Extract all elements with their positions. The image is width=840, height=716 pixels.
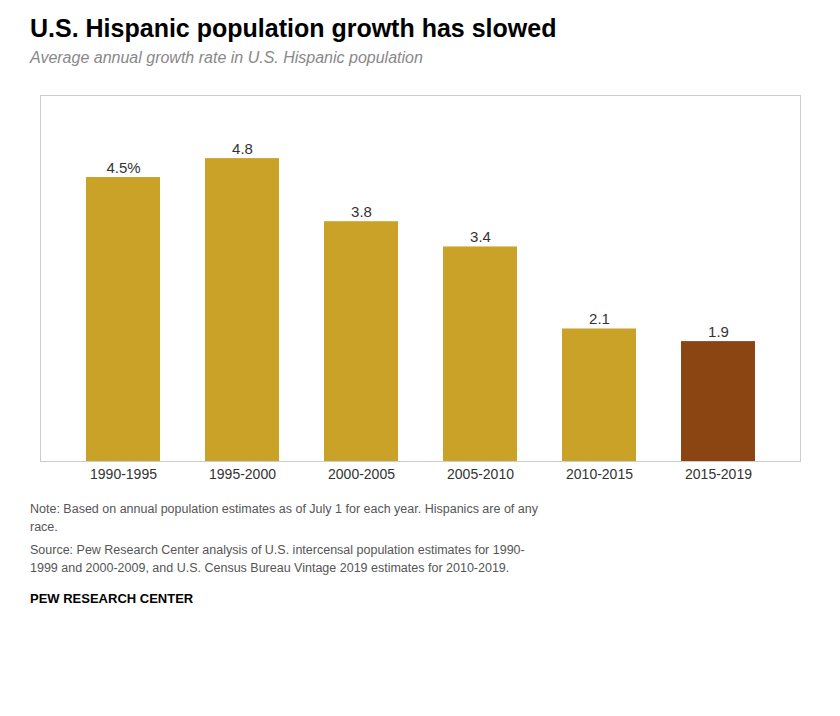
svg-text:1.9: 1.9	[708, 323, 729, 340]
svg-text:2015-2019: 2015-2019	[685, 466, 752, 482]
svg-text:3.4: 3.4	[470, 228, 491, 245]
html-text:U.S. Hispanic population growt: U.S. Hispanic population growth has slow…	[30, 14, 557, 42]
svg-text:1995-2000: 1995-2000	[209, 466, 276, 482]
svg-text:2.1: 2.1	[589, 310, 610, 327]
svg-text:2005-2010: 2005-2010	[447, 466, 514, 482]
svg-text:2000-2005: 2000-2005	[328, 466, 395, 482]
html-text:Average annual growth rate in: Average annual growth rate in U.S. Hispa…	[30, 49, 423, 66]
html-text:PEW RESEARCH CENTER: PEW RESEARCH CENTER	[30, 591, 194, 606]
html-text:Source: Pew Research Center an: Source: Pew Research Center analysis of …	[30, 543, 525, 575]
html-text:Note: Based on annual populati: Note: Based on annual population estimat…	[30, 502, 538, 534]
svg-text:4.5%: 4.5%	[106, 159, 140, 176]
svg-text:4.8: 4.8	[232, 140, 253, 157]
svg-text:1990-1995: 1990-1995	[90, 466, 157, 482]
svg-text:3.8: 3.8	[351, 203, 372, 220]
svg-text:2010-2015: 2010-2015	[566, 466, 633, 482]
